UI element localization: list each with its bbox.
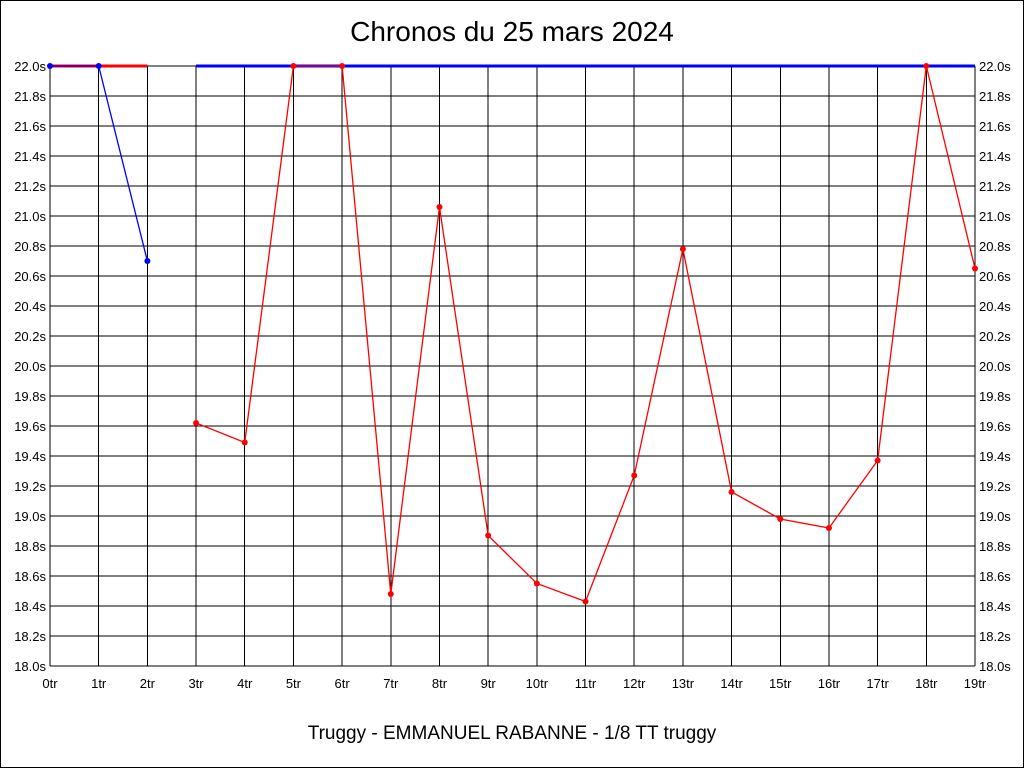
data-point xyxy=(777,516,784,522)
y-tick-label-right: 18.4s xyxy=(979,599,1011,614)
data-point xyxy=(436,204,443,210)
data-point xyxy=(95,63,102,69)
x-tick-label: 5tr xyxy=(286,676,302,691)
y-tick-label-right: 19.0s xyxy=(979,509,1011,524)
data-point xyxy=(47,63,53,69)
x-tick-label: 9tr xyxy=(481,676,497,691)
data-point xyxy=(825,525,832,531)
y-tick-label-right: 22.0s xyxy=(979,59,1011,74)
y-tick-label-right: 18.2s xyxy=(979,629,1011,644)
x-tick-label: 6tr xyxy=(335,676,351,691)
y-tick-label-right: 21.2s xyxy=(979,179,1011,194)
chart-title: Chronos du 25 mars 2024 xyxy=(350,16,674,47)
y-tick-label-left: 19.4s xyxy=(14,449,46,464)
y-tick-label-left: 21.6s xyxy=(14,119,46,134)
data-point xyxy=(241,439,248,446)
y-tick-label-right: 18.6s xyxy=(979,569,1011,584)
y-tick-label-left: 18.8s xyxy=(14,539,46,554)
x-tick-label: 15tr xyxy=(769,676,792,691)
data-point xyxy=(193,420,200,426)
chart-subtitle: Truggy - EMMANUEL RABANNE - 1/8 TT trugg… xyxy=(307,723,717,744)
y-tick-label-left: 20.6s xyxy=(14,269,46,284)
x-tick-label: 18tr xyxy=(915,676,938,691)
y-tick-label-left: 21.0s xyxy=(14,209,46,224)
data-point xyxy=(387,591,394,597)
y-tick-label-right: 19.2s xyxy=(979,479,1011,494)
data-point xyxy=(631,472,638,479)
data-point xyxy=(339,63,346,69)
data-point xyxy=(290,63,297,69)
y-tick-label-right: 18.0s xyxy=(979,659,1011,674)
y-tick-label-left: 21.4s xyxy=(14,149,46,164)
y-tick-label-right: 20.2s xyxy=(979,329,1011,344)
x-tick-label: 1tr xyxy=(91,676,107,691)
data-point xyxy=(533,580,540,587)
y-tick-label-left: 21.8s xyxy=(14,89,46,104)
y-tick-label-left: 21.2s xyxy=(14,179,46,194)
y-tick-label-left: 18.2s xyxy=(14,629,46,644)
data-point xyxy=(728,489,735,495)
x-tick-label: 4tr xyxy=(237,676,253,691)
y-tick-label-left: 19.6s xyxy=(14,419,46,434)
y-tick-label-left: 18.6s xyxy=(14,569,46,584)
y-tick-label-left: 20.2s xyxy=(14,329,46,344)
x-tick-label: 11tr xyxy=(575,676,597,691)
data-point xyxy=(923,63,930,69)
data-point xyxy=(582,598,589,605)
y-tick-label-right: 20.4s xyxy=(979,299,1011,314)
y-tick-label-left: 20.8s xyxy=(14,239,46,254)
y-tick-label-left: 18.4s xyxy=(14,599,46,614)
data-point xyxy=(972,265,978,272)
x-tick-label: 7tr xyxy=(383,676,399,691)
y-tick-label-right: 21.4s xyxy=(979,149,1011,164)
x-tick-label: 8tr xyxy=(432,676,448,691)
x-tick-label: 12tr xyxy=(623,676,646,691)
x-tick-label: 0tr xyxy=(42,676,58,691)
y-tick-label-right: 19.6s xyxy=(979,419,1011,434)
y-tick-label-left: 22.0s xyxy=(14,59,46,74)
data-point xyxy=(679,246,686,252)
y-tick-label-right: 20.8s xyxy=(979,239,1011,254)
x-tick-label: 3tr xyxy=(188,676,204,691)
y-tick-label-right: 18.8s xyxy=(979,539,1011,554)
x-tick-label: 13tr xyxy=(672,676,695,691)
y-tick-label-left: 20.0s xyxy=(14,359,46,374)
data-point xyxy=(874,457,881,464)
x-tick-label: 16tr xyxy=(818,676,841,691)
y-tick-label-right: 19.4s xyxy=(979,449,1011,464)
x-tick-label: 10tr xyxy=(526,676,549,691)
y-tick-label-left: 18.0s xyxy=(14,659,46,674)
y-tick-label-right: 20.6s xyxy=(979,269,1011,284)
x-tick-label: 2tr xyxy=(140,676,156,691)
y-tick-label-left: 20.4s xyxy=(14,299,46,314)
y-tick-label-right: 20.0s xyxy=(979,359,1011,374)
y-tick-label-left: 19.0s xyxy=(14,509,46,524)
y-tick-label-left: 19.8s xyxy=(14,389,46,404)
x-tick-label: 14tr xyxy=(720,676,743,691)
y-tick-label-right: 21.6s xyxy=(979,119,1011,134)
x-tick-label: 19tr xyxy=(964,676,987,691)
data-point xyxy=(144,258,151,264)
y-tick-label-right: 21.8s xyxy=(979,89,1011,104)
y-tick-label-left: 19.2s xyxy=(14,479,46,494)
y-tick-label-right: 19.8s xyxy=(979,389,1011,404)
data-point xyxy=(485,532,492,539)
x-tick-label: 17tr xyxy=(866,676,889,691)
y-tick-label-right: 21.0s xyxy=(979,209,1011,224)
